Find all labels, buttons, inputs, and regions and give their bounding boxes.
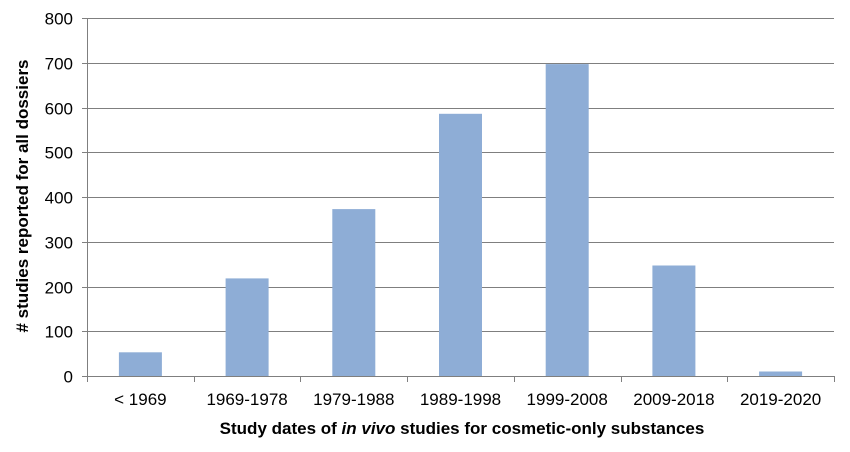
x-tick-label: 2019-2020 [740,390,821,409]
bar [225,278,269,376]
x-tick-label: 1979-1988 [313,390,394,409]
y-axis-title: # studies reported for all dossiers [13,59,32,332]
x-axis-title-italic: in vivo [342,419,396,438]
bars [118,64,803,377]
x-tick-label: < 1969 [114,390,166,409]
y-tick-label: 500 [45,144,73,163]
y-tick-label: 800 [45,10,73,29]
x-axis-title-part-1: Study dates of [220,419,342,438]
y-tick-label: 100 [45,323,73,342]
bar [545,64,589,376]
x-axis-title-part-2: studies for cosmetic-only substances [395,419,704,438]
axes [82,18,835,382]
bar [652,265,696,376]
x-axis-title: Study dates of in vivo studies for cosme… [220,419,705,438]
x-tick-labels: < 1969 1969-1978 1979-1988 1989-1998 1999-20… [114,390,821,409]
bar [118,352,162,376]
bar [439,113,482,377]
x-tick-label: 1999-2008 [527,390,608,409]
bar [332,209,376,376]
y-tick-label: 700 [45,55,73,74]
y-tick-label: 300 [45,234,73,253]
y-tick-label: 400 [45,189,73,208]
bar [759,371,803,376]
y-tick-label: 600 [45,100,73,119]
x-tick-label: 1969-1978 [206,390,287,409]
y-tick-label: 0 [64,368,73,387]
x-tick-label: 2009-2018 [633,390,714,409]
y-tick-label: 200 [45,279,73,298]
y-tick-labels: 0 100 200 300 400 500 600 700 800 [45,10,73,387]
x-tick-label: 1989-1998 [420,390,501,409]
